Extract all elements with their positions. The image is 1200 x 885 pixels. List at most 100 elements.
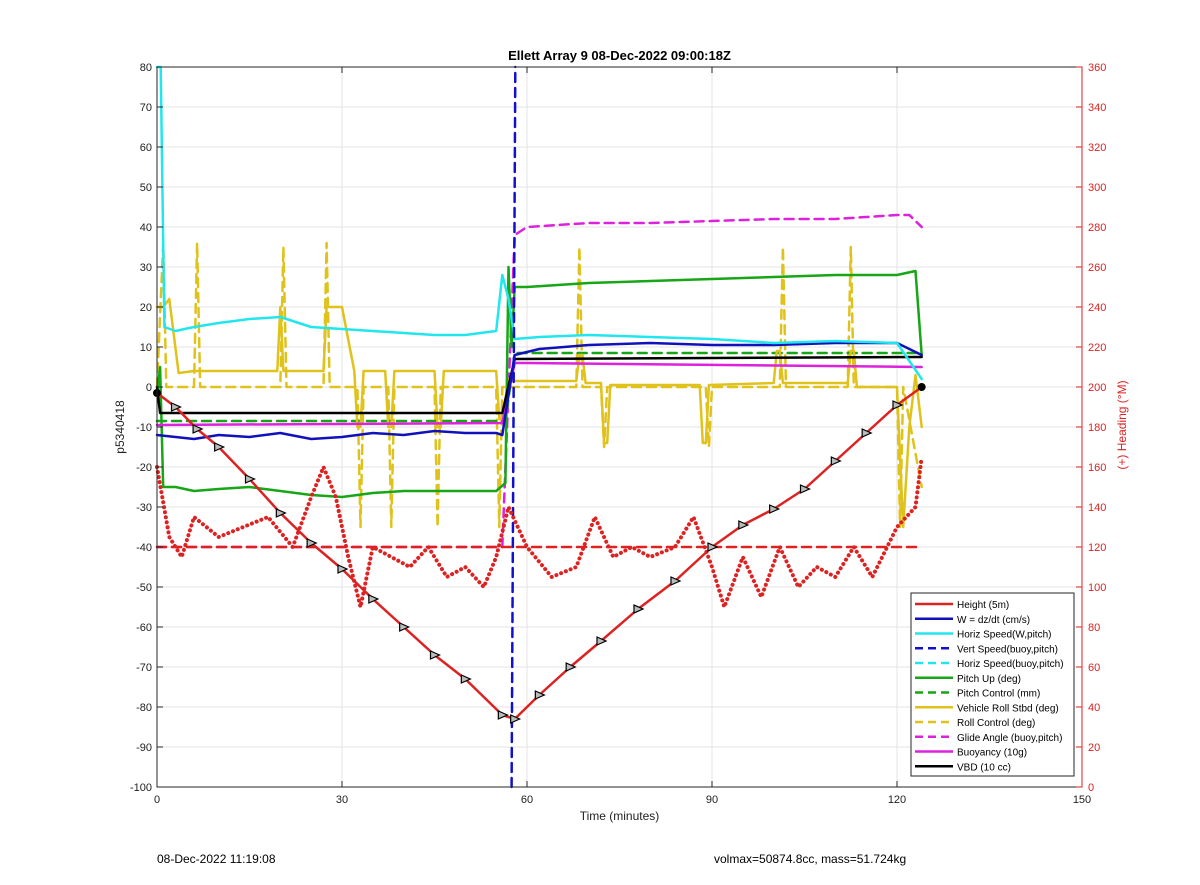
height-marker (596, 636, 608, 646)
height-marker (497, 710, 509, 720)
right-y-tick-label: 280 (1088, 222, 1106, 234)
right-y-tick-label: 140 (1088, 502, 1106, 514)
legend: Height (5m) W = dz/dt (cm/s) Horiz Speed(W… (910, 592, 1075, 777)
x-axis-label: Time (minutes) (580, 809, 660, 823)
height-marker (399, 622, 411, 632)
y-tick-label: 40 (140, 222, 152, 234)
height-marker (275, 508, 287, 518)
legend-label: Pitch Control (mm) (957, 689, 1040, 700)
y-tick-label: 60 (140, 142, 152, 154)
height-marker (534, 690, 546, 700)
height-marker (707, 542, 719, 552)
height-marker (799, 484, 811, 494)
series-line-roll-control-deg (155, 241, 923, 529)
height-marker (861, 428, 873, 438)
x-tick-label: 30 (336, 794, 348, 806)
right-y-tick-label: 240 (1088, 302, 1106, 314)
y-tick-label: -90 (136, 742, 152, 754)
x-tick-label: 90 (706, 794, 718, 806)
height-marker (892, 400, 904, 410)
y-tick-label: -10 (136, 422, 152, 434)
height-marker (830, 456, 842, 466)
series-line-vbd-10-cc (155, 355, 923, 415)
height-marker (214, 442, 226, 452)
right-y-tick-label: 20 (1088, 742, 1100, 754)
legend-label: Buoyancy (10g) (957, 748, 1027, 759)
x-tick-label: 120 (888, 794, 906, 806)
legend-label: Vehicle Roll Stbd (deg) (957, 703, 1059, 714)
height-marker (510, 714, 522, 724)
height-marker (368, 594, 380, 604)
height-marker (769, 504, 781, 514)
height-marker (429, 650, 441, 660)
y-tick-label: 20 (140, 302, 152, 314)
x-tick-label: 0 (154, 794, 160, 806)
right-y-axis-label: (+) Heading (°M) (1115, 380, 1129, 469)
right-y-tick-label: 120 (1088, 542, 1106, 554)
legend-label: Height (5m) (957, 600, 1009, 611)
legend-label: VBD (10 cc) (957, 762, 1011, 773)
y-tick-label: 70 (140, 102, 152, 114)
series-line-vert-speed-buoy-pitch (510, 65, 517, 789)
right-y-tick-label: 40 (1088, 702, 1100, 714)
height-marker (244, 474, 256, 484)
height-marker (192, 424, 204, 434)
footer-info: volmax=50874.8cc, mass=51.724kg (714, 852, 907, 866)
legend-box (910, 592, 1075, 777)
series-layer (153, 65, 926, 789)
legend-label: Glide Angle (buoy,pitch) (957, 733, 1062, 744)
y-tick-label: 30 (140, 262, 152, 274)
legend-label: Horiz Speed(W,pitch) (957, 630, 1051, 641)
right-y-tick-label: 300 (1088, 182, 1106, 194)
legend-label: Vert Speed(buoy,pitch) (957, 644, 1058, 655)
right-y-tick-label: 180 (1088, 422, 1106, 434)
x-tick-label: 60 (521, 794, 533, 806)
right-y-tick-label: 0 (1088, 782, 1094, 794)
legend-label: W = dz/dt (cm/s) (957, 615, 1030, 626)
y-tick-label: -80 (136, 702, 152, 714)
series-line-w-dz-dt-cm-s (155, 341, 923, 441)
y-tick-label: 80 (140, 62, 152, 74)
right-y-tick-label: 220 (1088, 342, 1106, 354)
height-marker (460, 674, 472, 684)
right-y-tick-label: 320 (1088, 142, 1106, 154)
height-marker (170, 402, 182, 412)
height-marker (738, 520, 750, 530)
y-tick-label: -30 (136, 502, 152, 514)
y-tick-label: 0 (146, 382, 152, 394)
chart-title: Ellett Array 9 08-Dec-2022 09:00:18Z (508, 48, 731, 63)
legend-label: Pitch Up (deg) (957, 674, 1021, 685)
series-line-glide-angle-buoy-pitch (155, 213, 923, 549)
height-marker (633, 604, 645, 614)
y-tick-label: -60 (136, 622, 152, 634)
x-tick-label: 150 (1073, 794, 1091, 806)
right-y-tick-label: 260 (1088, 262, 1106, 274)
y-tick-label: 50 (140, 182, 152, 194)
y-tick-label: -40 (136, 542, 152, 554)
ticks-layer: 0 30 60 90 120 150-100-90-80-70-60-50-40-30-2… (130, 62, 1106, 806)
y-tick-label: -70 (136, 662, 152, 674)
height-marker (670, 576, 682, 586)
footer-timestamp: 08-Dec-2022 11:19:08 (157, 852, 276, 866)
height-marker (337, 564, 349, 574)
right-y-tick-label: 340 (1088, 102, 1106, 114)
y-tick-label: -50 (136, 582, 152, 594)
legend-label: Horiz Speed(buoy,pitch) (957, 659, 1064, 670)
right-y-tick-label: 200 (1088, 382, 1106, 394)
right-y-tick-label: 360 (1088, 62, 1106, 74)
y-tick-label: -20 (136, 462, 152, 474)
height-end-marker (917, 383, 926, 391)
height-marker (306, 538, 318, 548)
legend-label: Roll Control (deg) (957, 718, 1035, 729)
right-y-tick-label: 60 (1088, 662, 1100, 674)
right-y-tick-label: 80 (1088, 622, 1100, 634)
y-axis-label: p5340418 (113, 400, 127, 454)
series-line-heading (155, 455, 924, 609)
right-y-tick-label: 160 (1088, 462, 1106, 474)
series-line-pitch-up-deg (155, 265, 923, 499)
series-line-horiz-speed-w-pitch (155, 65, 923, 381)
right-y-tick-label: 100 (1088, 582, 1106, 594)
y-tick-label: -100 (130, 782, 152, 794)
height-marker (565, 662, 577, 672)
